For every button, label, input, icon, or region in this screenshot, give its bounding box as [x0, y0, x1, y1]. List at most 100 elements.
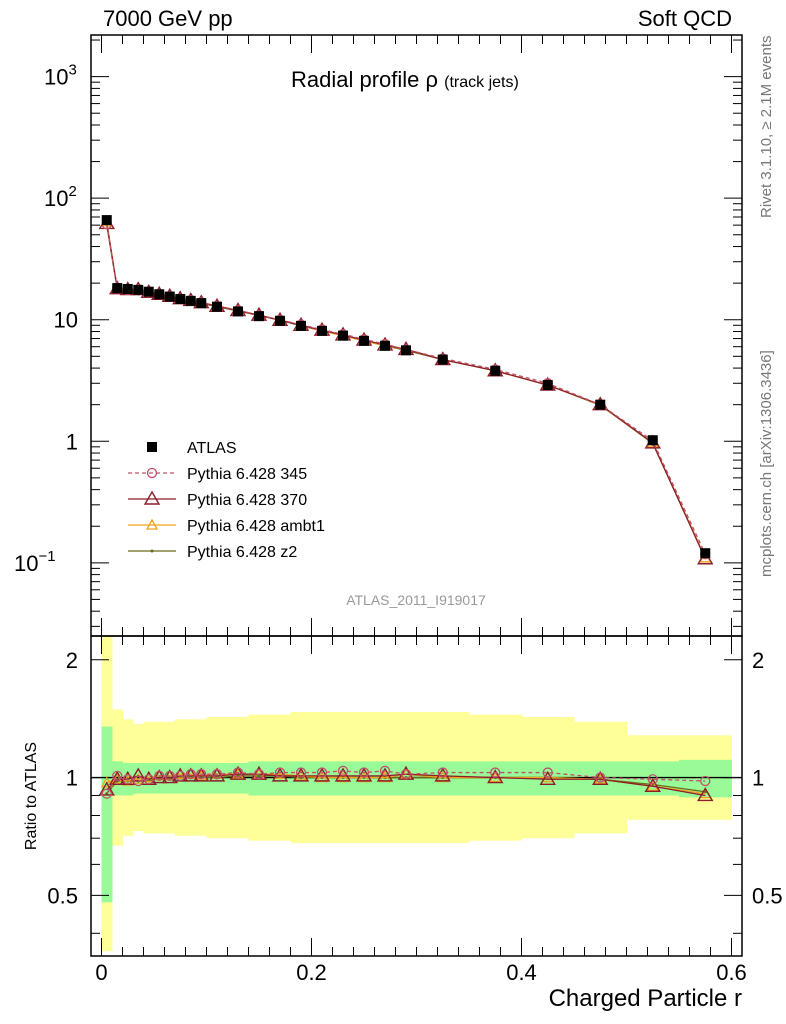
- data-point: [101, 788, 112, 799]
- data-point: [254, 311, 264, 322]
- y-tick-label: 1: [66, 429, 78, 454]
- data-point: [154, 289, 165, 300]
- legend-item: ATLAS: [147, 440, 237, 457]
- data-point: [274, 767, 286, 778]
- data-point: [539, 770, 556, 785]
- data-point: [164, 291, 175, 302]
- legend-label: Pythia 6.428 ambt1: [187, 518, 325, 535]
- data-point: [542, 380, 553, 391]
- legend-item: Pythia 6.428 370: [128, 490, 307, 509]
- data-point: [595, 772, 606, 783]
- y-tick-label: 103: [44, 62, 77, 90]
- x-tick-label: 0.4: [506, 960, 537, 985]
- data-point: [145, 518, 159, 530]
- data-point: [697, 787, 714, 802]
- data-point: [437, 767, 448, 778]
- data-point: [358, 767, 370, 778]
- data-point: [232, 767, 244, 778]
- data-point: [196, 298, 207, 309]
- data-point: [121, 774, 134, 786]
- data-point: [647, 774, 658, 785]
- data-point: [647, 435, 658, 446]
- side-label-rivet: Rivet 3.1.10, ≥ 2.1M events: [758, 35, 775, 219]
- data-point: [100, 776, 113, 788]
- ratio-y-tick-label-right: 2: [752, 648, 764, 673]
- data-point: [334, 767, 352, 782]
- side-label-mcplots: mcplots.cern.ch [arXiv:1306.3436]: [758, 350, 775, 577]
- data-point: [376, 767, 394, 782]
- data-point: [185, 769, 196, 780]
- x-tick-label: 0: [95, 960, 107, 985]
- data-point: [161, 769, 178, 784]
- data-point: [490, 365, 501, 376]
- data-point: [644, 777, 661, 792]
- data-point: [380, 340, 390, 351]
- x-tick-label: 0.6: [716, 960, 747, 985]
- data-point: [490, 767, 501, 778]
- legend: ATLAS Pythia 6.428 345 Pythia 6.428 370 Pyt…: [128, 440, 325, 561]
- main-series-atlas: [101, 215, 711, 559]
- data-point: [401, 345, 411, 356]
- data-point: [275, 315, 285, 326]
- data-point: [175, 294, 186, 305]
- data-point: [143, 286, 154, 297]
- x-axis-label: Charged Particle r: [549, 985, 742, 1012]
- header-category-label: Soft QCD: [637, 6, 732, 31]
- data-point: [143, 490, 161, 505]
- data-point: [233, 306, 243, 317]
- band-inner-bin: [101, 726, 113, 903]
- data-point: [317, 325, 327, 336]
- data-point: [208, 767, 226, 782]
- data-point: [400, 769, 412, 780]
- ratio-y-tick-label: 0.5: [47, 883, 78, 908]
- data-point: [154, 770, 165, 782]
- data-point: [151, 769, 168, 784]
- legend-label: Pythia 6.428 z2: [187, 544, 297, 561]
- data-point: [359, 335, 369, 346]
- data-point: [257, 774, 261, 778]
- data-point: [295, 767, 307, 778]
- data-point: [253, 769, 265, 780]
- data-point: [112, 770, 123, 782]
- ratio-y-tick-label: 1: [66, 766, 78, 791]
- data-point: [146, 467, 158, 479]
- data-point: [211, 769, 223, 780]
- main-series-pythia-6-428-370: [98, 215, 714, 565]
- data-point: [185, 295, 196, 306]
- legend-item: Pythia 6.428 ambt1: [128, 518, 325, 535]
- y-tick-label: 102: [44, 183, 77, 211]
- y-tick-label: 10−1: [14, 548, 56, 576]
- chart-title: Radial profile ρ (track jets): [291, 67, 519, 92]
- data-point: [487, 769, 504, 784]
- legend-item: Pythia 6.428 345: [128, 466, 307, 483]
- ratio-series-pythia-6-428-345: [101, 765, 711, 799]
- data-point: [98, 781, 115, 796]
- header-energy-label: 7000 GeV pp: [103, 6, 233, 31]
- data-point: [595, 399, 606, 410]
- data-point: [700, 548, 711, 559]
- data-point: [379, 765, 391, 777]
- data-point: [133, 284, 144, 295]
- data-point: [164, 770, 175, 782]
- band-inner-bin: [112, 761, 123, 796]
- ratio-bands: [101, 636, 732, 952]
- legend-item: Pythia 6.428 z2: [128, 544, 297, 561]
- data-point: [542, 767, 553, 778]
- data-point: [700, 775, 711, 787]
- data-point: [143, 774, 154, 785]
- x-tick-label: 0.2: [296, 960, 327, 985]
- data-point: [150, 549, 154, 553]
- main-series-pythia-6-428-ambt1: [100, 215, 712, 563]
- ratio-y-tick-label: 2: [66, 648, 78, 673]
- data-point: [175, 770, 186, 782]
- data-point: [316, 767, 328, 778]
- data-point: [133, 775, 144, 787]
- series-line: [106, 773, 706, 797]
- data-point: [338, 330, 348, 341]
- data-point: [147, 442, 157, 452]
- data-point: [122, 774, 133, 785]
- legend-label: Pythia 6.428 370: [187, 492, 307, 509]
- series-line: [106, 770, 706, 794]
- data-point: [229, 765, 247, 780]
